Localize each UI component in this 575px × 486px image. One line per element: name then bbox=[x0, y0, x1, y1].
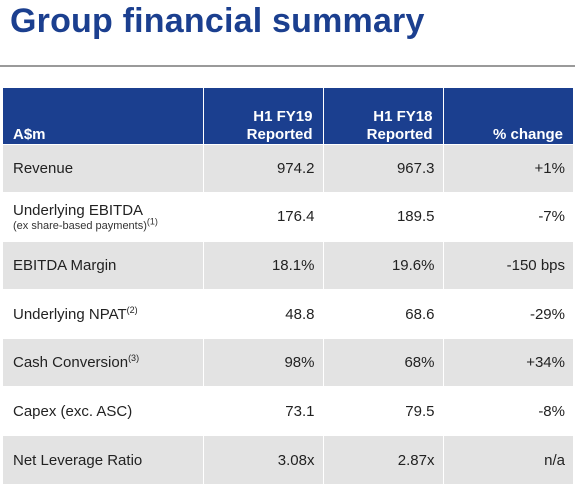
page-title: Group financial summary bbox=[10, 2, 425, 40]
row-label-cell: Cash Conversion(3) bbox=[3, 338, 204, 387]
row-label-cell: Capex (exc. ASC) bbox=[3, 386, 204, 436]
header-h1-fy19-line1: H1 FY19 bbox=[253, 107, 313, 125]
header-h1-fy18: H1 FY18 Reported bbox=[323, 88, 444, 144]
header-row: A$m H1 FY19 Reported H1 FY18 Reported % … bbox=[3, 88, 573, 144]
row-sublabel: (ex share-based payments)(1) bbox=[13, 217, 193, 232]
row-sublabel-text: (ex share-based payments) bbox=[13, 219, 147, 232]
table-body: Revenue 974.2 967.3 +1% Underlying EBITD… bbox=[3, 144, 573, 485]
cell-percent-change: -7% bbox=[538, 208, 565, 226]
row-label: Underlying NPAT bbox=[13, 305, 127, 323]
table-row-net-leverage-ratio: Net Leverage Ratio 3.08x 2.87x n/a bbox=[3, 435, 573, 485]
row-label-cell: Net Leverage Ratio bbox=[3, 435, 204, 485]
table-row-cash-conversion: Cash Conversion(3) 98% 68% +34% bbox=[3, 338, 573, 387]
header-currency-label: A$m bbox=[13, 125, 46, 143]
header-h1-fy19: H1 FY19 Reported bbox=[203, 88, 324, 144]
cell-percent-change: -29% bbox=[529, 305, 565, 323]
cell-h1-fy19: 18.1% bbox=[203, 241, 324, 290]
cell-h1-fy19: 176.4 bbox=[203, 192, 324, 242]
header-h1-fy19-line2: Reported bbox=[246, 125, 313, 143]
row-label-cell: Underlying NPAT(2) bbox=[3, 289, 204, 339]
row-label-cell: EBITDA Margin bbox=[3, 241, 204, 290]
row-label: Capex (exc. ASC) bbox=[13, 402, 133, 420]
header-h1-fy18-line1: H1 FY18 bbox=[373, 107, 433, 125]
table-row-revenue: Revenue 974.2 967.3 +1% bbox=[3, 144, 573, 193]
table-row-ebitda-margin: EBITDA Margin 18.1% 19.6% -150 bps bbox=[3, 241, 573, 290]
cell-h1-fy19: 73.1 bbox=[203, 386, 324, 436]
cell-percent-change: n/a bbox=[544, 451, 565, 469]
title-divider bbox=[0, 65, 575, 67]
cell-h1-fy18: 19.6% bbox=[323, 241, 444, 290]
footnote-ref: (3) bbox=[128, 353, 140, 364]
cell-h1-fy19: 974.2 bbox=[203, 144, 324, 193]
cell-h1-fy19: 98% bbox=[203, 338, 324, 387]
header-h1-fy18-line2: Reported bbox=[366, 125, 433, 143]
table-row-capex: Capex (exc. ASC) 73.1 79.5 -8% bbox=[3, 386, 573, 436]
cell-h1-fy18: 79.5 bbox=[323, 386, 444, 436]
cell-h1-fy18: 2.87x bbox=[323, 435, 444, 485]
header-percent-change-label: % change bbox=[492, 125, 563, 143]
row-label: EBITDA Margin bbox=[13, 256, 117, 274]
header-currency: A$m bbox=[3, 88, 204, 144]
row-label: Revenue bbox=[13, 159, 74, 177]
cell-percent-change: +34% bbox=[526, 354, 565, 372]
row-label: Cash Conversion bbox=[13, 354, 129, 372]
row-label: Underlying EBITDA bbox=[13, 201, 144, 219]
table-row-underlying-npat: Underlying NPAT(2) 48.8 68.6 -29% bbox=[3, 289, 573, 339]
footnote-ref: (1) bbox=[146, 216, 158, 227]
cell-h1-fy18: 68% bbox=[323, 338, 444, 387]
cell-h1-fy18: 68.6 bbox=[323, 289, 444, 339]
cell-h1-fy18: 967.3 bbox=[323, 144, 444, 193]
financial-summary-table: A$m H1 FY19 Reported H1 FY18 Reported % … bbox=[3, 88, 573, 485]
cell-h1-fy18: 189.5 bbox=[323, 192, 444, 242]
row-label-cell: Underlying EBITDA (ex share-based paymen… bbox=[3, 192, 204, 242]
table-row-underlying-ebitda: Underlying EBITDA (ex share-based paymen… bbox=[3, 192, 573, 242]
cell-h1-fy19: 48.8 bbox=[203, 289, 324, 339]
cell-h1-fy19: 3.08x bbox=[203, 435, 324, 485]
row-label: Net Leverage Ratio bbox=[13, 451, 143, 469]
header-percent-change: % change bbox=[443, 88, 573, 144]
footnote-ref: (2) bbox=[126, 304, 138, 315]
cell-percent-change: -8% bbox=[538, 402, 565, 420]
table-header: A$m H1 FY19 Reported H1 FY18 Reported % … bbox=[3, 88, 573, 144]
cell-percent-change: -150 bps bbox=[506, 256, 565, 274]
row-label-cell: Revenue bbox=[3, 144, 204, 193]
cell-percent-change: +1% bbox=[534, 159, 565, 177]
